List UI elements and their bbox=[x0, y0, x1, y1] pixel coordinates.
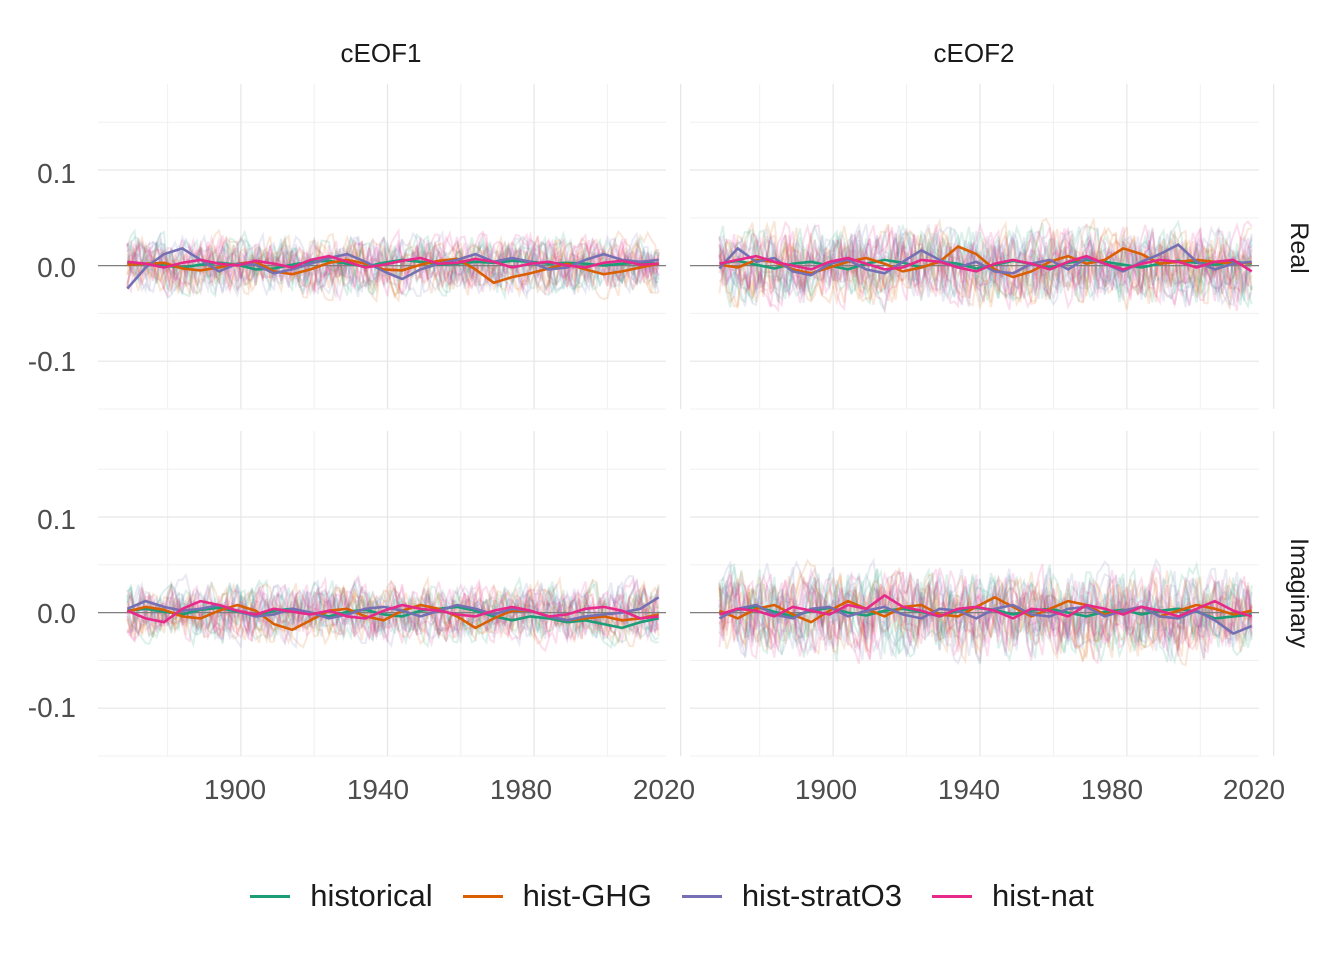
ensemble-line-hist-strato3 bbox=[718, 222, 1253, 309]
x-tick-label-right-1900: 1900 bbox=[795, 774, 857, 805]
mean-line-hist-ghg bbox=[719, 245, 1252, 279]
y-tick-label-bottom-1: 0.0 bbox=[37, 598, 76, 629]
ensemble-line-hist-nat bbox=[718, 220, 1253, 310]
x-tick-label-left-2020: 2020 bbox=[633, 774, 695, 805]
legend-item-hist-nat: hist-nat bbox=[932, 878, 1094, 914]
ensemble-line-hist-ghg bbox=[126, 578, 660, 646]
ensemble-line-hist-nat bbox=[718, 227, 1253, 309]
ensemble-line-hist-ghg bbox=[126, 228, 660, 297]
legend: historical hist-GHG hist-stratO3 hist-na… bbox=[0, 868, 1344, 924]
ensemble-line-historical bbox=[126, 230, 660, 295]
ensemble-line-historical bbox=[126, 578, 660, 649]
ensemble-line-hist-nat bbox=[718, 563, 1253, 664]
ensemble-line-hist-nat bbox=[126, 576, 660, 643]
ensemble-line-hist-ghg bbox=[126, 230, 660, 304]
ensemble-line-hist-ghg bbox=[718, 569, 1253, 663]
ensemble-line-hist-strato3 bbox=[126, 235, 660, 298]
ensemble-line-historical bbox=[718, 567, 1253, 659]
ensemble-line-hist-nat bbox=[718, 568, 1253, 665]
panel-ceof1-real bbox=[98, 84, 682, 410]
ensemble-line-hist-ghg bbox=[718, 217, 1253, 309]
x-tick-label-left-1940: 1940 bbox=[347, 774, 409, 805]
mean-line-hist-nat bbox=[126, 599, 659, 624]
ensemble-line-historical bbox=[126, 229, 660, 301]
ensemble-line-historical bbox=[718, 567, 1253, 666]
ensemble-line-historical bbox=[718, 223, 1253, 310]
ensemble-line-historical bbox=[718, 226, 1253, 308]
x-tick-label-right-1980: 1980 bbox=[1081, 774, 1143, 805]
mean-line-hist-nat bbox=[719, 594, 1253, 620]
y-tick-label-top-0: 0.1 bbox=[37, 158, 76, 189]
facet-column-label-ceof2: cEOF2 bbox=[934, 38, 1015, 68]
panel-ceof2-real bbox=[690, 84, 1275, 410]
ensemble-line-hist-nat bbox=[718, 566, 1253, 659]
ensemble-line-hist-strato3 bbox=[126, 576, 660, 647]
x-tick-label-left-1980: 1980 bbox=[490, 774, 552, 805]
legend-key-hist-strato3 bbox=[681, 894, 722, 898]
ensemble-line-hist-ghg bbox=[718, 567, 1253, 667]
ensemble-line-hist-strato3 bbox=[127, 572, 660, 649]
y-tick-label-bottom-2: -0.1 bbox=[28, 692, 76, 723]
facet-row-label-real: Real bbox=[1285, 222, 1313, 273]
ensemble-line-hist-ghg bbox=[718, 218, 1252, 308]
y-tick-label-top-1: 0.0 bbox=[37, 252, 76, 283]
legend-item-historical: historical bbox=[250, 878, 433, 914]
panel-ceof2-imaginary bbox=[690, 431, 1275, 757]
ensemble-line-historical bbox=[718, 570, 1253, 653]
facet-row-label-imaginary: Imaginary bbox=[1285, 538, 1313, 648]
y-tick-label-top-2: -0.1 bbox=[28, 346, 76, 377]
ensemble-line-hist-ghg bbox=[718, 570, 1252, 661]
ensemble-line-hist-strato3 bbox=[126, 229, 660, 298]
mean-line-hist-nat bbox=[127, 254, 659, 269]
mean-line-hist-nat bbox=[719, 254, 1253, 273]
ensemble-line-hist-strato3 bbox=[126, 579, 660, 650]
ensemble-line-hist-strato3 bbox=[718, 559, 1253, 666]
legend-item-hist-strato3: hist-stratO3 bbox=[681, 878, 903, 914]
ensemble-line-hist-ghg bbox=[718, 217, 1253, 308]
legend-label: hist-GHG bbox=[522, 878, 652, 913]
legend-key-hist-nat bbox=[932, 894, 973, 898]
ensemble-line-historical bbox=[126, 228, 659, 297]
ensemble-line-hist-strato3 bbox=[126, 231, 660, 296]
x-tick-label-left-1900: 1900 bbox=[204, 774, 266, 805]
legend-label: hist-nat bbox=[992, 878, 1094, 913]
ensemble-line-hist-nat bbox=[126, 575, 660, 645]
panel-ceof1-imaginary bbox=[98, 431, 682, 757]
y-tick-label-bottom-0: 0.1 bbox=[37, 504, 76, 535]
legend-label: historical bbox=[310, 878, 433, 913]
legend-key-historical bbox=[250, 894, 291, 898]
ensemble-line-hist-strato3 bbox=[718, 567, 1253, 660]
ensemble-line-hist-ghg bbox=[718, 220, 1253, 304]
x-tick-label-right-1940: 1940 bbox=[938, 774, 1000, 805]
ensemble-line-hist-strato3 bbox=[719, 560, 1253, 660]
legend-key-hist-ghg bbox=[462, 894, 503, 898]
ensemble-line-hist-ghg bbox=[718, 558, 1253, 657]
legend-item-hist-ghg: hist-GHG bbox=[462, 878, 652, 914]
x-tick-label-right-2020: 2020 bbox=[1223, 774, 1285, 805]
ensemble-line-historical bbox=[718, 225, 1253, 304]
legend-label: hist-stratO3 bbox=[741, 878, 903, 913]
facet-column-label-ceof1: cEOF1 bbox=[341, 38, 422, 68]
ensemble-line-hist-nat bbox=[126, 227, 660, 297]
panels-layer bbox=[98, 84, 1275, 757]
